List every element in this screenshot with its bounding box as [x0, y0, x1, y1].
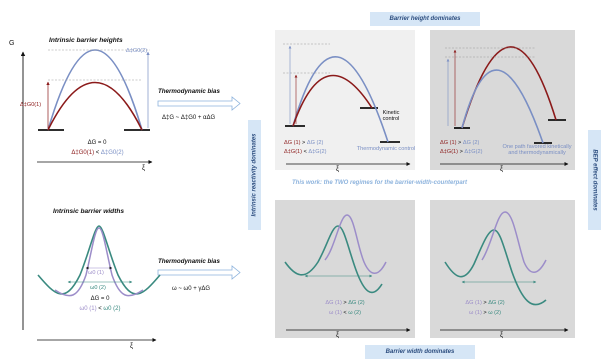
panel-bl-relation-2-a: ω (1)	[329, 310, 342, 316]
g-axis-label: G	[9, 40, 15, 47]
panel-bl-relation-1-b: ΔG (2)	[348, 300, 365, 306]
panel-bl-plot	[284, 214, 411, 332]
bias-equation-bottom: ω ~ ω0 + γΔG	[172, 286, 211, 292]
bias-arrow-bottom	[157, 265, 241, 280]
banner-barrier-height: Barrier height dominates	[370, 12, 480, 26]
xi-label-panel-bl: ξ	[336, 332, 340, 339]
xi-label-panel-br: ξ	[500, 332, 504, 339]
panel-tr-relation-1-op: >	[456, 140, 463, 146]
intrinsic-widths-plot	[37, 225, 161, 342]
panel-tr-relation-2-b: Δ‡G(2)	[464, 149, 483, 155]
xi-label-left-top: ξ	[142, 165, 146, 172]
panel-br-relation-2-op: >	[481, 310, 489, 316]
label-kinetic-control: Kinetic control	[382, 110, 400, 123]
bias-label-top: Thermodynamic bias	[158, 88, 220, 95]
dg-zero-top: ΔG = 0	[87, 140, 107, 146]
panel-tr-relation-2-a: Δ‡G(1)	[440, 149, 459, 155]
panel-bl-relation-1-a: ΔG (1)	[325, 300, 342, 306]
xi-label-left-bottom: ξ	[130, 343, 134, 350]
panel-bl-relation-1-op: >	[341, 300, 349, 306]
panel-tl-relation-2-a: Δ‡G(1)	[284, 149, 303, 155]
label-width-1: ω0 (1)	[88, 270, 104, 276]
bias-equation-top: Δ‡G ~ Δ‡G0 + αΔG	[162, 115, 216, 121]
relation-heights-left-b: Δ‡G0(2)	[100, 150, 124, 156]
banner-intrinsic-reactivity-text: Intrinsic reactivity dominates	[251, 133, 258, 217]
panel-br-relation-1-b: ΔG (2)	[488, 300, 505, 306]
panel-tl-relation-2-b: Δ‡G(2)	[308, 149, 327, 155]
title-intrinsic-widths: Intrinsic barrier widths	[53, 208, 125, 215]
panel-br-relation-2: ω (1) > ω (2)	[440, 310, 530, 316]
dg-zero-bottom: ΔG = 0	[90, 296, 110, 302]
label-barrier-height-1: Δ‡G0(1)	[20, 102, 42, 108]
relation-widths-left-op: <	[96, 306, 104, 312]
panel-br-relation-1-a: ΔG (1)	[465, 300, 482, 306]
panel-tr-relation-1-b: ΔG (2)	[462, 140, 480, 146]
panel-br-relation-1: ΔG (1) > ΔG (2)	[440, 300, 530, 306]
panel-tr-relation-1: ΔG (1) > ΔG (2)	[440, 140, 479, 146]
title-intrinsic-heights: Intrinsic barrier heights	[49, 37, 123, 44]
panel-tr-relation-1-a: ΔG (1)	[440, 140, 457, 146]
panel-bl-relation-1: ΔG (1) > ΔG (2)	[300, 300, 390, 306]
panel-tr-relation-2: Δ‡G(1) > Δ‡G(2)	[440, 149, 482, 155]
label-thermodynamic-control: Thermodynamic control	[356, 146, 416, 152]
panel-tl-relation-2-op: <	[302, 149, 309, 155]
bias-arrow-top	[157, 96, 241, 111]
xi-label-panel-tl: ξ	[336, 166, 340, 173]
bias-label-bottom: Thermodynamic bias	[158, 258, 220, 265]
panel-tl-relation-1: ΔG (1) > ΔG (2)	[284, 140, 323, 146]
intrinsic-heights-plot	[37, 49, 153, 164]
panel-tl-relation-1-a: ΔG (1)	[284, 140, 301, 146]
banner-bep-effect: BEP effect dominates	[588, 130, 601, 230]
panel-br-relation-1-op: >	[481, 300, 489, 306]
relation-widths-left-a: ω0 (1)	[79, 306, 97, 312]
panel-br-relation-2-a: ω (1)	[469, 310, 482, 316]
panel-tl-bg	[275, 30, 415, 170]
panel-br-bg	[430, 200, 575, 338]
panel-br-relation-2-b: ω (2)	[488, 310, 501, 316]
panel-tr-relation-2-op: >	[458, 149, 465, 155]
panel-bl-relation-2-op: <	[341, 310, 349, 316]
panel-bl-relation-2-b: ω (2)	[348, 310, 361, 316]
panel-bl-relation-2: ω (1) < ω (2)	[300, 310, 390, 316]
panel-tr-bg	[430, 30, 575, 170]
panel-tl-relation-1-b: ΔG (2)	[306, 140, 324, 146]
panel-bl-bg	[275, 200, 415, 338]
banner-bep-effect-text: BEP effect dominates	[591, 149, 598, 211]
banner-barrier-width: Barrier width dominates	[365, 345, 475, 359]
label-width-2: ω0 (2)	[90, 285, 106, 291]
relation-heights-left-a: Δ‡G0(1)	[71, 150, 95, 156]
relation-widths-left-b: ω0 (2)	[103, 306, 121, 312]
relation-widths-left: ω0 (1) < ω0 (2)	[55, 306, 145, 312]
panel-tl-relation-2: Δ‡G(1) < Δ‡G(2)	[284, 149, 326, 155]
banner-intrinsic-reactivity: Intrinsic reactivity dominates	[248, 120, 261, 230]
relation-heights-left: Δ‡G0(1) < Δ‡G0(2)	[50, 150, 145, 156]
this-work-caption: This work: the TWO regimes for the barri…	[292, 180, 468, 186]
panel-br-plot	[440, 211, 569, 332]
panel-tr-plot	[440, 46, 569, 166]
panel-tl-relation-1-op: >	[300, 140, 307, 146]
panel-tl-plot	[283, 43, 411, 166]
xi-label-panel-tr: ξ	[500, 166, 504, 173]
label-barrier-height-2: Δ‡G0(2)	[126, 48, 148, 54]
panel-tr-note: One path favored kinetically and thermod…	[502, 144, 572, 157]
relation-heights-left-op: <	[94, 150, 101, 156]
